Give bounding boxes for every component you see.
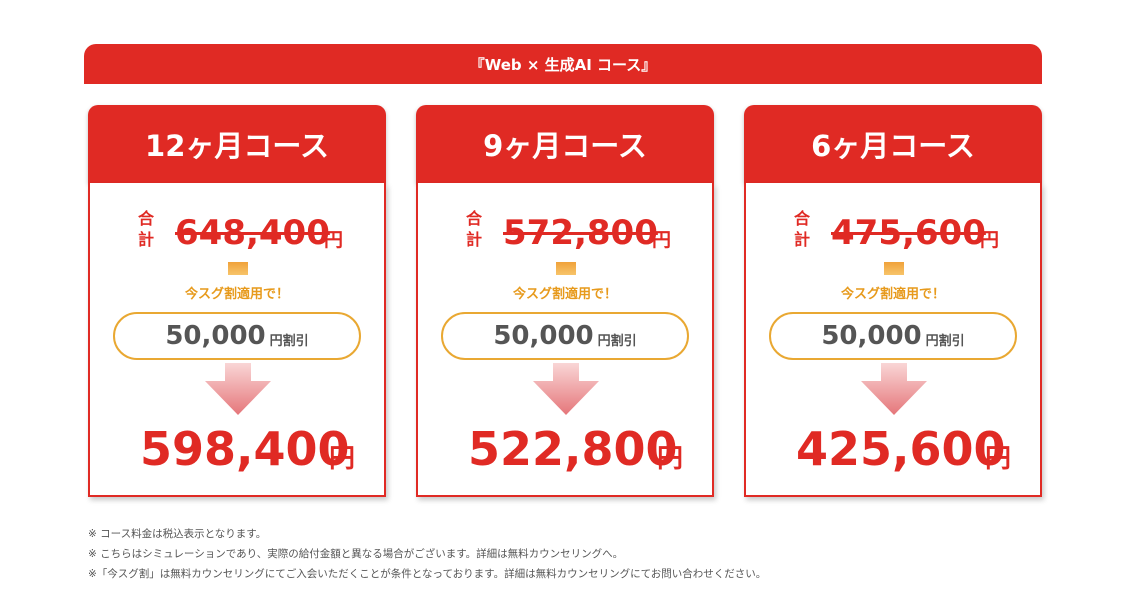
footnote-discount-condition: ※「今スグ割」は無料カウンセリングにてご入会いただくことが条件となっております。… (88, 568, 767, 580)
original-price-unit: 円 (652, 229, 672, 251)
discount-unit: 円割引 (597, 333, 637, 349)
discount-unit: 円割引 (269, 333, 309, 349)
promo-text: 今スグ割適用で！ (512, 287, 617, 302)
course-card-12-months: 12ヶ月コース 合計 648,400 円 今スグ割適用で！ 50,000 円割引… (88, 105, 386, 499)
down-arrow-icon (205, 363, 271, 415)
final-price: 598,400 (140, 422, 350, 476)
discount-unit: 円割引 (925, 333, 965, 349)
footnotes: ※ コース料金は税込表示となります。 ※ こちらはシミュレーションであり、実際の… (88, 524, 1048, 584)
connector-bar (228, 262, 248, 275)
card-body: 合計 648,400 円 今スグ割適用で！ 50,000 円割引 598,400… (88, 183, 386, 497)
course-banner: 『Web × 生成AI コース』 (84, 44, 1042, 84)
down-arrow-icon (533, 363, 599, 415)
course-card-6-months: 6ヶ月コース 合計 475,600 円 今スグ割適用で！ 50,000 円割引 … (744, 105, 1042, 499)
card-title: 12ヶ月コース (88, 105, 386, 183)
final-price-unit: 円 (329, 444, 356, 474)
discount-badge: 50,000 円割引 (441, 312, 689, 360)
original-price-unit: 円 (324, 229, 344, 251)
promo-text: 今スグ割適用で！ (840, 287, 945, 302)
discount-amount: 50,000 (821, 321, 922, 351)
original-price-unit: 円 (980, 229, 1000, 251)
final-price: 522,800 (468, 422, 678, 476)
discount-badge: 50,000 円割引 (113, 312, 361, 360)
footnote-tax: ※ コース料金は税込表示となります。 (88, 528, 267, 540)
final-price: 425,600 (796, 422, 1006, 476)
total-label: 合計 (793, 209, 810, 249)
promo-text: 今スグ割適用で！ (184, 287, 289, 302)
original-price: 572,800 (503, 213, 658, 253)
down-arrow-icon (861, 363, 927, 415)
footnote-simulation: ※ こちらはシミュレーションであり、実際の給付金額と異なる場合がございます。詳細… (88, 548, 624, 560)
card-title: 6ヶ月コース (744, 105, 1042, 183)
original-price: 475,600 (831, 213, 986, 253)
card-title: 9ヶ月コース (416, 105, 714, 183)
final-price-unit: 円 (657, 444, 684, 474)
course-card-9-months: 9ヶ月コース 合計 572,800 円 今スグ割適用で！ 50,000 円割引 … (416, 105, 714, 499)
connector-bar (556, 262, 576, 275)
total-label: 合計 (465, 209, 482, 249)
card-body: 合計 572,800 円 今スグ割適用で！ 50,000 円割引 522,800… (416, 183, 714, 497)
final-price-unit: 円 (985, 444, 1012, 474)
discount-amount: 50,000 (493, 321, 594, 351)
original-price: 648,400 (175, 213, 330, 253)
connector-bar (884, 262, 904, 275)
discount-badge: 50,000 円割引 (769, 312, 1017, 360)
card-body: 合計 475,600 円 今スグ割適用で！ 50,000 円割引 425,600… (744, 183, 1042, 497)
total-label: 合計 (137, 209, 154, 249)
discount-amount: 50,000 (165, 321, 266, 351)
